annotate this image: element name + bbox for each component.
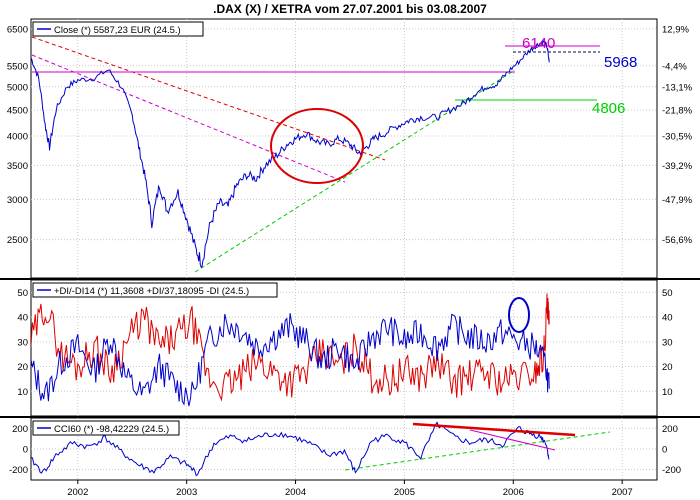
price-y-tick-label: 4000 <box>7 131 28 142</box>
price-y-tick-label: 5500 <box>7 61 28 72</box>
cci-y-tick-label-left: -200 <box>9 465 28 476</box>
price-y-pct-tick-label: -13,1% <box>662 82 693 93</box>
cci-y-tick-label-right: 200 <box>662 424 678 435</box>
price-y-pct-tick-label: -56,6% <box>662 235 693 246</box>
price-y-tick-label: 3000 <box>7 195 28 206</box>
red-circle-annotation <box>270 108 364 184</box>
x-tick-label: 2007 <box>612 487 633 498</box>
cci-y-tick-label-right: -200 <box>662 465 681 476</box>
price-panel <box>30 18 658 279</box>
di-y-tick-label-left: 30 <box>17 337 28 348</box>
x-tick-label: 2006 <box>503 487 524 498</box>
price-y-tick-label: 3500 <box>7 161 28 172</box>
cci-magenta-line <box>469 429 556 451</box>
price-y-pct-tick-label: -4,4% <box>662 61 687 72</box>
di-y-tick-label-left: 40 <box>17 313 28 324</box>
x-tick-label: 2002 <box>67 487 88 498</box>
di-y-tick-label-left: 20 <box>17 362 28 373</box>
price-legend-label: Close (*) 5587,23 EUR (24.5.) <box>54 25 181 36</box>
price-y-pct-tick-label: -21,8% <box>662 106 693 117</box>
di-y-tick-label-left: 10 <box>17 387 28 398</box>
cci-red-resistance-line <box>412 422 576 437</box>
cci-grid <box>31 418 657 480</box>
di-legend <box>32 282 278 298</box>
price-y-tick-label: 2500 <box>7 235 28 246</box>
annotation-4806: 4806 <box>592 100 625 117</box>
di-y-tick-label-right: 30 <box>662 337 673 348</box>
blue-circle-annotation <box>508 297 530 333</box>
cci-legend <box>32 420 180 436</box>
cci-green-support-line <box>344 431 611 471</box>
cci-y-tick-label-right: 0 <box>662 445 667 456</box>
cci-y-tick-label-left: 0 <box>23 445 28 456</box>
axis-ticks: 6500 12,9%5500 -4,4%5000 -13,1%4500 -21,8%40… <box>7 24 693 498</box>
close-price-line <box>31 39 550 268</box>
annotation-6140: 6140 <box>522 35 555 52</box>
price-y-pct-tick-label: 12,9% <box>662 24 689 35</box>
cci-line <box>31 421 550 477</box>
x-tick-label: 2003 <box>176 487 197 498</box>
price-y-pct-tick-label: -47,9% <box>662 195 693 206</box>
di-legend-label: +DI/-DI14 (*) 11,3608 +DI/37,18095 -DI (… <box>54 286 249 297</box>
magenta-resistance-line <box>31 54 346 183</box>
price-grid <box>31 19 657 278</box>
price-y-pct-tick-label: -30,5% <box>662 131 693 142</box>
di-y-tick-label-right: 10 <box>662 387 673 398</box>
di-y-tick-label-right: 20 <box>662 362 673 373</box>
chart-title: .DAX (X) / XETRA vom 27.07.2001 bis 03.0… <box>213 2 487 16</box>
price-legend <box>32 21 204 37</box>
price-y-tick-label: 4500 <box>7 106 28 117</box>
red-resistance-line <box>31 36 386 161</box>
cci-y-tick-label-left: 200 <box>12 424 28 435</box>
plus-di-line <box>31 313 550 407</box>
annotation-5968: 5968 <box>604 54 637 71</box>
minus-di-line <box>31 293 550 402</box>
price-y-pct-tick-label: -39,2% <box>662 161 693 172</box>
cci-legend-label: CCI60 (*) -98,42229 (24.5.) <box>54 424 169 435</box>
price-y-tick-label: 5000 <box>7 82 28 93</box>
price-y-tick-label: 6500 <box>7 24 28 35</box>
di-y-tick-label-right: 50 <box>662 288 673 299</box>
x-tick-label: 2004 <box>285 487 306 498</box>
x-tick-label: 2005 <box>394 487 415 498</box>
di-y-tick-label-left: 50 <box>17 288 28 299</box>
di-y-tick-label-right: 40 <box>662 313 673 324</box>
